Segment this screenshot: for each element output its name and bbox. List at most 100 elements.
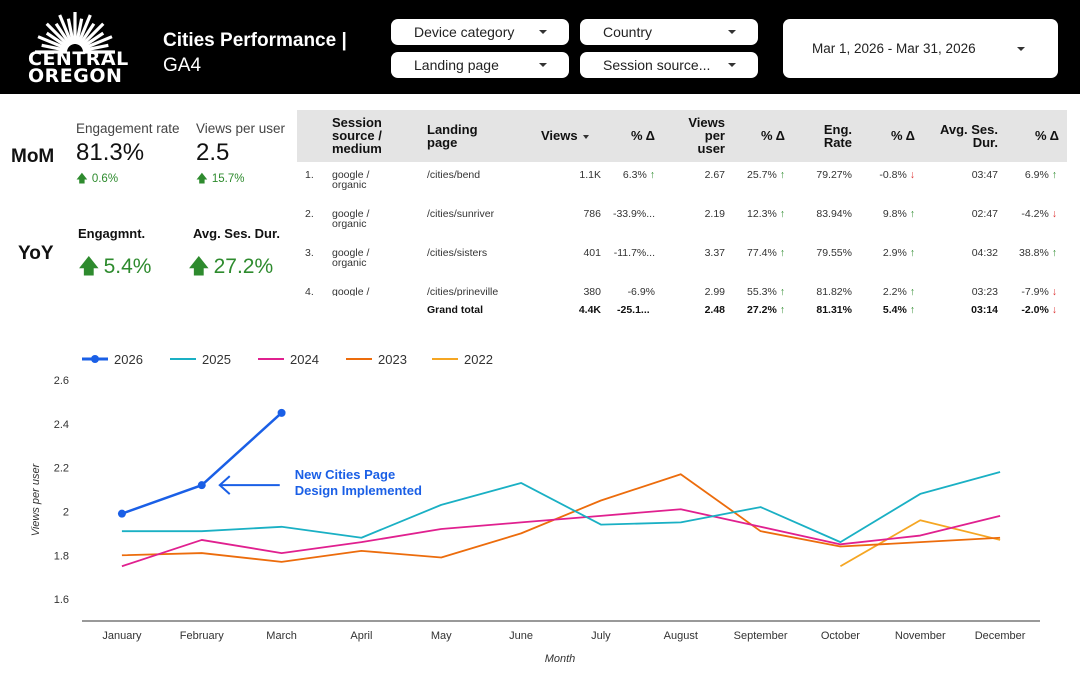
- cell-landing: /cities/sisters: [427, 247, 537, 259]
- col-header-delta1[interactable]: % Δ: [630, 128, 655, 143]
- engagement-rate-value: 81.3%: [76, 139, 145, 166]
- x-tick-label: August: [664, 630, 698, 642]
- chevron-down-icon: [539, 63, 547, 67]
- data-point-2026: [117, 509, 126, 518]
- views-per-user-delta-value: 15.7%: [211, 173, 245, 185]
- x-tick-label: June: [509, 630, 533, 642]
- cell-landing-value: /cities/sisters: [427, 247, 488, 259]
- cell-d4-value: -4.2%: [1021, 208, 1049, 220]
- arrow-up-icon: ↑: [776, 286, 785, 296]
- cell-dur: 02:47: [947, 208, 998, 220]
- cell-vpu: 2.99: [675, 287, 725, 296]
- cell-dur-value: 04:32: [971, 247, 998, 259]
- series-line-2022: [839, 519, 1001, 568]
- table-row[interactable]: 4. google / organic/cities/prineville 380 -…: [297, 287, 1067, 296]
- col-header-delta4[interactable]: % Δ: [1034, 128, 1059, 143]
- logo-line1: CENTRAL: [28, 48, 129, 70]
- logo-ray: [37, 35, 69, 51]
- grand-total-vpu: 2.48: [704, 304, 725, 316]
- table-header: Session source / medium Landing page Vie…: [297, 110, 1067, 162]
- grand-total-d3-value: 5.4%: [882, 304, 907, 316]
- cell-eng-value: 81.82%: [816, 286, 852, 296]
- y-tick-label: 2.6: [54, 375, 69, 387]
- col-header-views[interactable]: Views: [541, 129, 589, 142]
- y-axis-title: Views per user: [30, 462, 42, 536]
- device-category-label: Device category: [414, 24, 515, 40]
- cell-landing-value: /cities/prineville: [427, 286, 499, 296]
- col-header-vpu[interactable]: Views per user: [688, 115, 725, 156]
- col-header-landing[interactable]: Landing page: [427, 122, 478, 150]
- y-tick-label: 2.4: [54, 419, 69, 431]
- cell-d4: 6.9% ↑: [1009, 169, 1057, 181]
- cell-eng: 79.27%: [797, 170, 852, 181]
- series-line-2023: [121, 473, 1001, 563]
- table-body[interactable]: 1. google / organic/cities/bend 1.1K 6.3% ↑…: [297, 162, 1067, 296]
- cell-eng: 83.94%: [797, 209, 852, 220]
- cell-dur-value: 02:47: [971, 208, 998, 220]
- page-title-line2: GA4: [163, 55, 202, 76]
- annotation-text-line1: New Cities Page: [295, 467, 395, 482]
- table-row[interactable]: 3. google / organic/cities/sisters 401 -11.…: [297, 248, 1067, 287]
- arrow-down-icon: ↓: [1051, 304, 1057, 316]
- arrow-up-icon: ↑: [646, 169, 655, 181]
- legend-label: 2025: [202, 352, 231, 367]
- yoy-duration-title: Avg. Ses. Dur.: [193, 226, 280, 241]
- cell-views-value: 786: [583, 208, 601, 220]
- date-range-picker[interactable]: Mar 1, 2026 - Mar 31, 2026: [783, 19, 1058, 78]
- cell-d2: 77.4% ↑: [737, 248, 785, 259]
- col-header-delta2[interactable]: % Δ: [760, 128, 785, 143]
- page-title-line1: Cities Performance |: [163, 30, 347, 51]
- cell-n-value: 1.: [305, 169, 314, 181]
- cell-d3-value: 9.8%: [882, 208, 907, 220]
- arrow-up-icon: ↑: [909, 304, 915, 316]
- cell-d4-value: -7.9%: [1021, 286, 1049, 296]
- col-header-dur[interactable]: Avg. Ses. Dur.: [939, 122, 998, 150]
- views-per-user-value: 2.5: [196, 139, 230, 166]
- grand-total-d4-value: -2.0%: [1021, 304, 1049, 316]
- cell-d2-value: 55.3%: [747, 286, 777, 296]
- cell-landing: /cities/prineville: [427, 287, 537, 296]
- col-header-eng[interactable]: Eng. Rate: [823, 122, 852, 150]
- legend-label: 2024: [290, 352, 319, 367]
- cell-d2-value: 12.3%: [747, 208, 777, 220]
- logo-ray: [81, 35, 113, 51]
- arrow-up-icon: ↑: [776, 208, 785, 220]
- x-tick-label: July: [591, 630, 611, 642]
- cell-d2: 12.3% ↑: [737, 208, 785, 220]
- table-row[interactable]: 1. google / organic/cities/bend 1.1K 6.3% ↑…: [297, 170, 1067, 209]
- grand-total-eng: 81.31%: [816, 304, 852, 316]
- series-line-2026: [121, 411, 283, 515]
- country-filter[interactable]: Country: [580, 19, 758, 45]
- cell-landing-value: /cities/bend: [427, 169, 481, 181]
- cell-d1: -33.9%...: [609, 209, 655, 220]
- col-header-source[interactable]: Session source / medium: [332, 115, 382, 156]
- cell-n: 3.: [305, 248, 319, 259]
- session-source-filter[interactable]: Session source...: [580, 52, 758, 78]
- arrow-up-icon: ↑: [779, 304, 785, 316]
- x-tick-label: December: [975, 630, 1026, 642]
- cell-d1-value: -6.9%: [627, 286, 655, 296]
- legend-label: 2026: [114, 352, 143, 367]
- x-tick-label: May: [431, 630, 452, 642]
- cell-d1-value: 6.3%: [622, 169, 647, 181]
- col-header-delta3[interactable]: % Δ: [890, 128, 915, 143]
- cell-dur: 03:23: [947, 287, 998, 296]
- logo-ray: [41, 43, 68, 53]
- cell-d4: 38.8% ↑: [1009, 248, 1057, 259]
- central-oregon-logo[interactable]: CENTRAL OREGON: [28, 8, 129, 86]
- chevron-down-icon: [728, 63, 736, 67]
- arrow-up-icon: ↑: [1048, 169, 1057, 181]
- engagement-rate-delta: 🡅 0.6%: [76, 171, 118, 190]
- cell-d4: -4.2% ↓: [1009, 208, 1057, 220]
- grand-total-row: Grand total 4.4K -25.1... 2.48 27.2% ↑ 8…: [297, 302, 1067, 318]
- device-category-filter[interactable]: Device category: [391, 19, 569, 45]
- series-line-2025: [121, 471, 1001, 544]
- cell-source-value: google / organic: [332, 208, 370, 230]
- annotation-text-line2: Design Implemented: [295, 483, 422, 498]
- x-tick-label: March: [266, 630, 297, 642]
- landing-page-filter[interactable]: Landing page: [391, 52, 569, 78]
- table-row[interactable]: 2. google / organic/cities/sunriver 786 -33…: [297, 209, 1067, 248]
- cell-source: google / organic: [332, 287, 402, 296]
- cell-vpu-value: 2.67: [704, 169, 725, 181]
- logo-ray: [76, 14, 92, 46]
